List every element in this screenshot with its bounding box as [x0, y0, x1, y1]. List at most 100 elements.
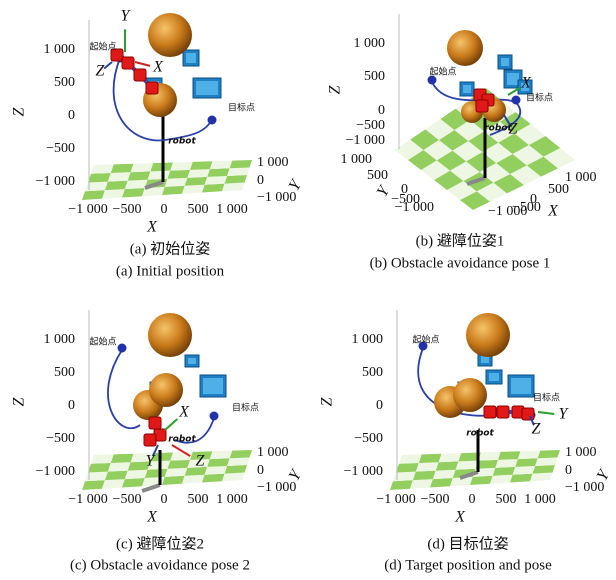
obstacle-box-face	[188, 358, 196, 364]
floor-tile	[85, 472, 108, 482]
floor-tile	[111, 454, 134, 463]
z-tick-label: −1 000	[36, 464, 75, 479]
x-tick-label: −500	[113, 202, 142, 217]
x-tick-label: 500	[188, 492, 209, 507]
frame-label: X	[152, 59, 164, 76]
floor-tile	[82, 190, 105, 200]
floor-tile	[515, 458, 537, 467]
floor-tile	[433, 470, 456, 479]
frame-arrow	[135, 62, 150, 66]
y-tick-label: −1 000	[257, 480, 296, 495]
caption-cn: (b) 避障位姿1	[416, 231, 505, 249]
floor-tile	[162, 186, 185, 195]
frame-arrow	[104, 62, 112, 69]
x-axis-label: X	[146, 509, 158, 526]
frame-label: Z	[532, 421, 542, 438]
robot-label: robot	[466, 429, 494, 439]
floor-tile	[227, 458, 249, 466]
floor-tile	[168, 170, 191, 179]
floor-tile	[202, 474, 225, 483]
x-axis-label: X	[547, 203, 559, 220]
floor-tile	[205, 176, 228, 185]
z-tick-label: −500	[354, 431, 383, 446]
z-axis-label: Z	[327, 84, 344, 94]
floor-tile	[202, 184, 225, 193]
obstacle-sphere	[453, 378, 487, 412]
z-tick-label: 0	[68, 108, 75, 123]
goal-label: 目标点	[533, 392, 560, 404]
figure: 1 000 500 0 −500 −1 000 −1 000 −500 0 500 1 000 1 …	[0, 0, 616, 580]
floor-tile	[187, 169, 210, 178]
obstacle-box-face	[511, 378, 531, 394]
z-tick-label: 1 000	[44, 42, 76, 57]
arm-joint	[484, 406, 496, 418]
frame-label: Y	[559, 406, 570, 423]
floor-tile	[518, 451, 540, 459]
x-tick-label: 1 000	[216, 202, 248, 217]
floor-tile	[490, 475, 513, 484]
z-axis-label: Z	[11, 396, 28, 406]
floor-tile	[111, 164, 134, 173]
floor-tile	[493, 467, 516, 476]
arm-joint	[476, 100, 488, 112]
x-tick-label: −500	[421, 492, 450, 507]
floor-tile	[165, 468, 188, 477]
floor-tile	[122, 188, 145, 198]
frame-label: Z	[96, 63, 106, 80]
floor-tile	[125, 470, 148, 479]
z-tick-label: −500	[46, 141, 75, 156]
start-label: 起始点	[89, 336, 116, 348]
z-tick-label: 0	[376, 398, 383, 413]
start-label: 起始点	[429, 66, 456, 78]
y-tick-label: 0	[565, 463, 572, 478]
floor-tile	[222, 473, 245, 482]
floor-tile	[390, 480, 413, 490]
floor-tile	[210, 451, 232, 459]
floor-tile	[145, 469, 168, 478]
floor-tile	[230, 160, 252, 168]
obstacle-sphere	[148, 313, 192, 357]
floor-tile	[538, 450, 560, 458]
z-tick-label: 0	[378, 103, 385, 118]
caption-en: (a) Initial position	[116, 263, 225, 279]
floor-tile	[498, 451, 520, 460]
x-tick-label: −1 000	[376, 492, 415, 507]
floor-tile	[85, 182, 108, 192]
floor-tile	[105, 471, 128, 481]
caption-cn: (a) 初始位姿	[130, 240, 210, 257]
frame-label: X	[178, 404, 190, 421]
floor-tile	[227, 168, 249, 176]
floor-tile	[456, 461, 479, 470]
z-tick-label: −500	[46, 431, 75, 446]
floor-tile	[182, 185, 205, 194]
caption-en: (c) Obstacle avoidance pose 2	[70, 557, 250, 573]
floor-tile	[102, 479, 125, 489]
floor-tile	[419, 454, 442, 463]
floor-tile	[165, 178, 188, 187]
obstacle-box-face	[463, 85, 471, 93]
floor-tile	[413, 471, 436, 481]
frame-label: X	[520, 75, 532, 92]
z-tick-label: −1 000	[36, 174, 75, 189]
y-tick-label: 1 000	[341, 152, 373, 167]
x-tick-label: −1 000	[68, 202, 107, 217]
z-tick-label: 500	[54, 365, 75, 380]
x-tick-label: 1 000	[216, 492, 248, 507]
robot-label: robot	[168, 435, 196, 445]
caption-cn: (c) 避障位姿2	[116, 534, 204, 552]
start-label: 起始点	[89, 41, 116, 53]
arm-joint	[134, 69, 146, 81]
obstacle-box-face	[203, 378, 223, 394]
waypoint	[208, 116, 217, 125]
floor-tile	[430, 478, 453, 488]
frame-label: Z	[509, 121, 519, 138]
obstacle-sphere	[466, 313, 510, 357]
waypoint	[210, 412, 219, 421]
floor-tile	[122, 478, 145, 488]
arm-joint	[497, 406, 509, 418]
floor-tile	[396, 463, 419, 473]
z-axis-label: Z	[319, 396, 336, 406]
x-tick-label: −500	[113, 492, 142, 507]
